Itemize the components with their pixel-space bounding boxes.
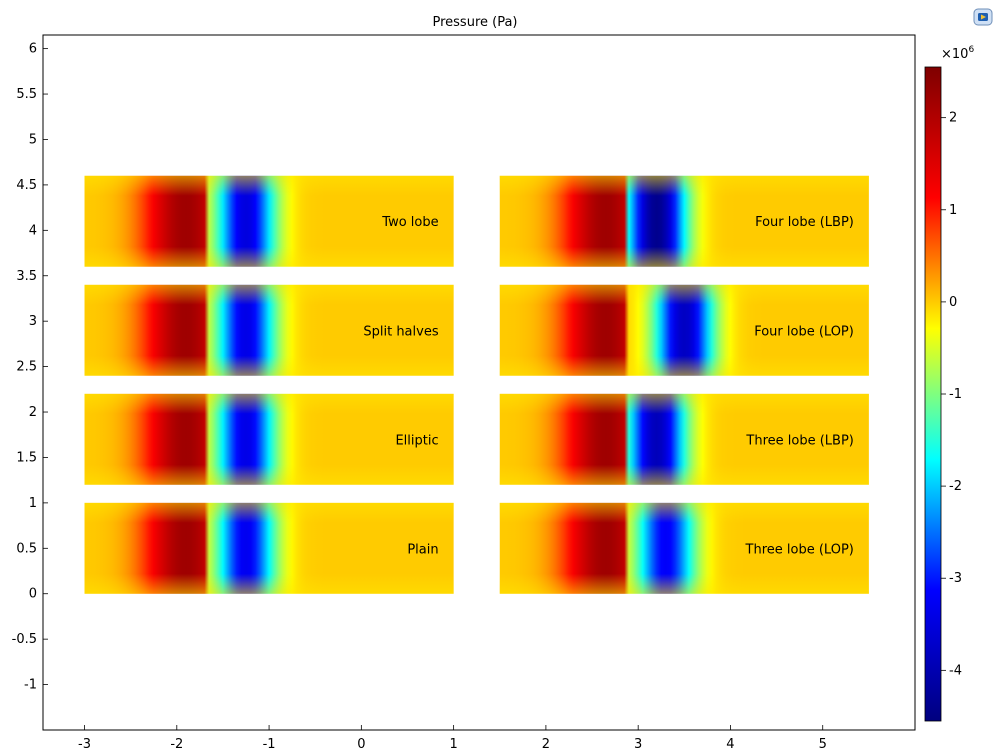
x-tick-label: -2	[170, 737, 183, 750]
x-tick-label: 0	[357, 737, 365, 750]
axes-frame	[42, 34, 916, 731]
y-tick-label: 0	[29, 587, 37, 602]
colorbar: ×106 2 1 0 -1 -2 -3 -4	[924, 45, 974, 722]
app-logo-icon[interactable]	[973, 8, 993, 26]
y-tick-label: -0.5	[12, 632, 37, 647]
y-tick-label: 2.5	[16, 360, 37, 375]
pressure-field-shading	[84, 284, 454, 376]
x-tick-label: 1	[449, 737, 457, 750]
x-axis: -3 -2 -1 0 1 2 3 4 5	[78, 725, 827, 750]
y-tick-label: 0.5	[16, 541, 37, 556]
chart-title: Pressure (Pa)	[432, 15, 517, 30]
colorbar-tick-label: -3	[949, 571, 962, 586]
pressure-field-shading	[499, 284, 869, 376]
pressure-panel: Three lobe (LOP)	[499, 502, 869, 594]
y-tick-label: 3.5	[16, 269, 37, 284]
colorbar-tick-label: 2	[949, 111, 957, 126]
x-tick-label: -1	[263, 737, 276, 750]
y-tick-label: 5	[29, 132, 37, 147]
y-tick-label: 5.5	[16, 87, 37, 102]
pressure-panel: Three lobe (LBP)	[499, 393, 869, 485]
pressure-field-shading	[499, 502, 869, 594]
panel-label: Three lobe (LBP)	[745, 433, 853, 448]
y-tick-label: 2	[29, 405, 37, 420]
y-tick-label: 4	[29, 223, 37, 238]
pressure-field-shading	[84, 393, 454, 485]
pressure-panel: Plain	[84, 502, 454, 594]
pressure-field-shading	[84, 175, 454, 267]
pressure-field-shading	[499, 393, 869, 485]
colorbar-gradient	[924, 66, 942, 722]
pressure-panel: Elliptic	[84, 393, 454, 485]
x-tick-label: 5	[819, 737, 827, 750]
x-tick-label: -3	[78, 737, 91, 750]
pressure-panel: Two lobe	[84, 175, 454, 267]
panels-group: Two lobe Split halves Elliptic Plain Four lo…	[84, 175, 869, 594]
pressure-panel: Split halves	[84, 284, 454, 376]
panel-label: Four lobe (LOP)	[754, 324, 854, 339]
y-axis: 6 5.5 5 4.5 4 3.5 3 2.5 2 1.5 1 0.5 0 -0.5 -1	[12, 42, 48, 693]
y-tick-label: 4.5	[16, 178, 37, 193]
colorbar-multiplier: ×106	[941, 45, 974, 62]
panel-label: Plain	[407, 542, 438, 557]
y-tick-label: -1	[24, 678, 37, 693]
colorbar-tick-label: -4	[949, 663, 962, 678]
colorbar-tick-label: 1	[949, 203, 957, 218]
x-tick-label: 3	[634, 737, 642, 750]
colorbar-tick-label: 0	[949, 295, 957, 310]
colorbar-tick-label: -1	[949, 387, 962, 402]
panel-label: Elliptic	[395, 433, 438, 448]
pressure-panel: Four lobe (LBP)	[499, 175, 869, 267]
y-tick-label: 3	[29, 314, 37, 329]
pressure-panel: Four lobe (LOP)	[499, 284, 869, 376]
colorbar-tick-label: -2	[949, 479, 962, 494]
panel-label: Four lobe (LBP)	[755, 215, 854, 230]
y-tick-label: 1.5	[16, 450, 37, 465]
panel-label: Two lobe	[381, 215, 438, 230]
pressure-field-shading	[84, 502, 454, 594]
pressure-field-shading	[499, 175, 869, 267]
panel-label: Three lobe (LOP)	[745, 542, 854, 557]
y-tick-label: 6	[29, 42, 37, 57]
x-tick-label: 4	[726, 737, 734, 750]
y-tick-label: 1	[29, 496, 37, 511]
x-tick-label: 2	[542, 737, 550, 750]
panel-label: Split halves	[363, 324, 438, 339]
